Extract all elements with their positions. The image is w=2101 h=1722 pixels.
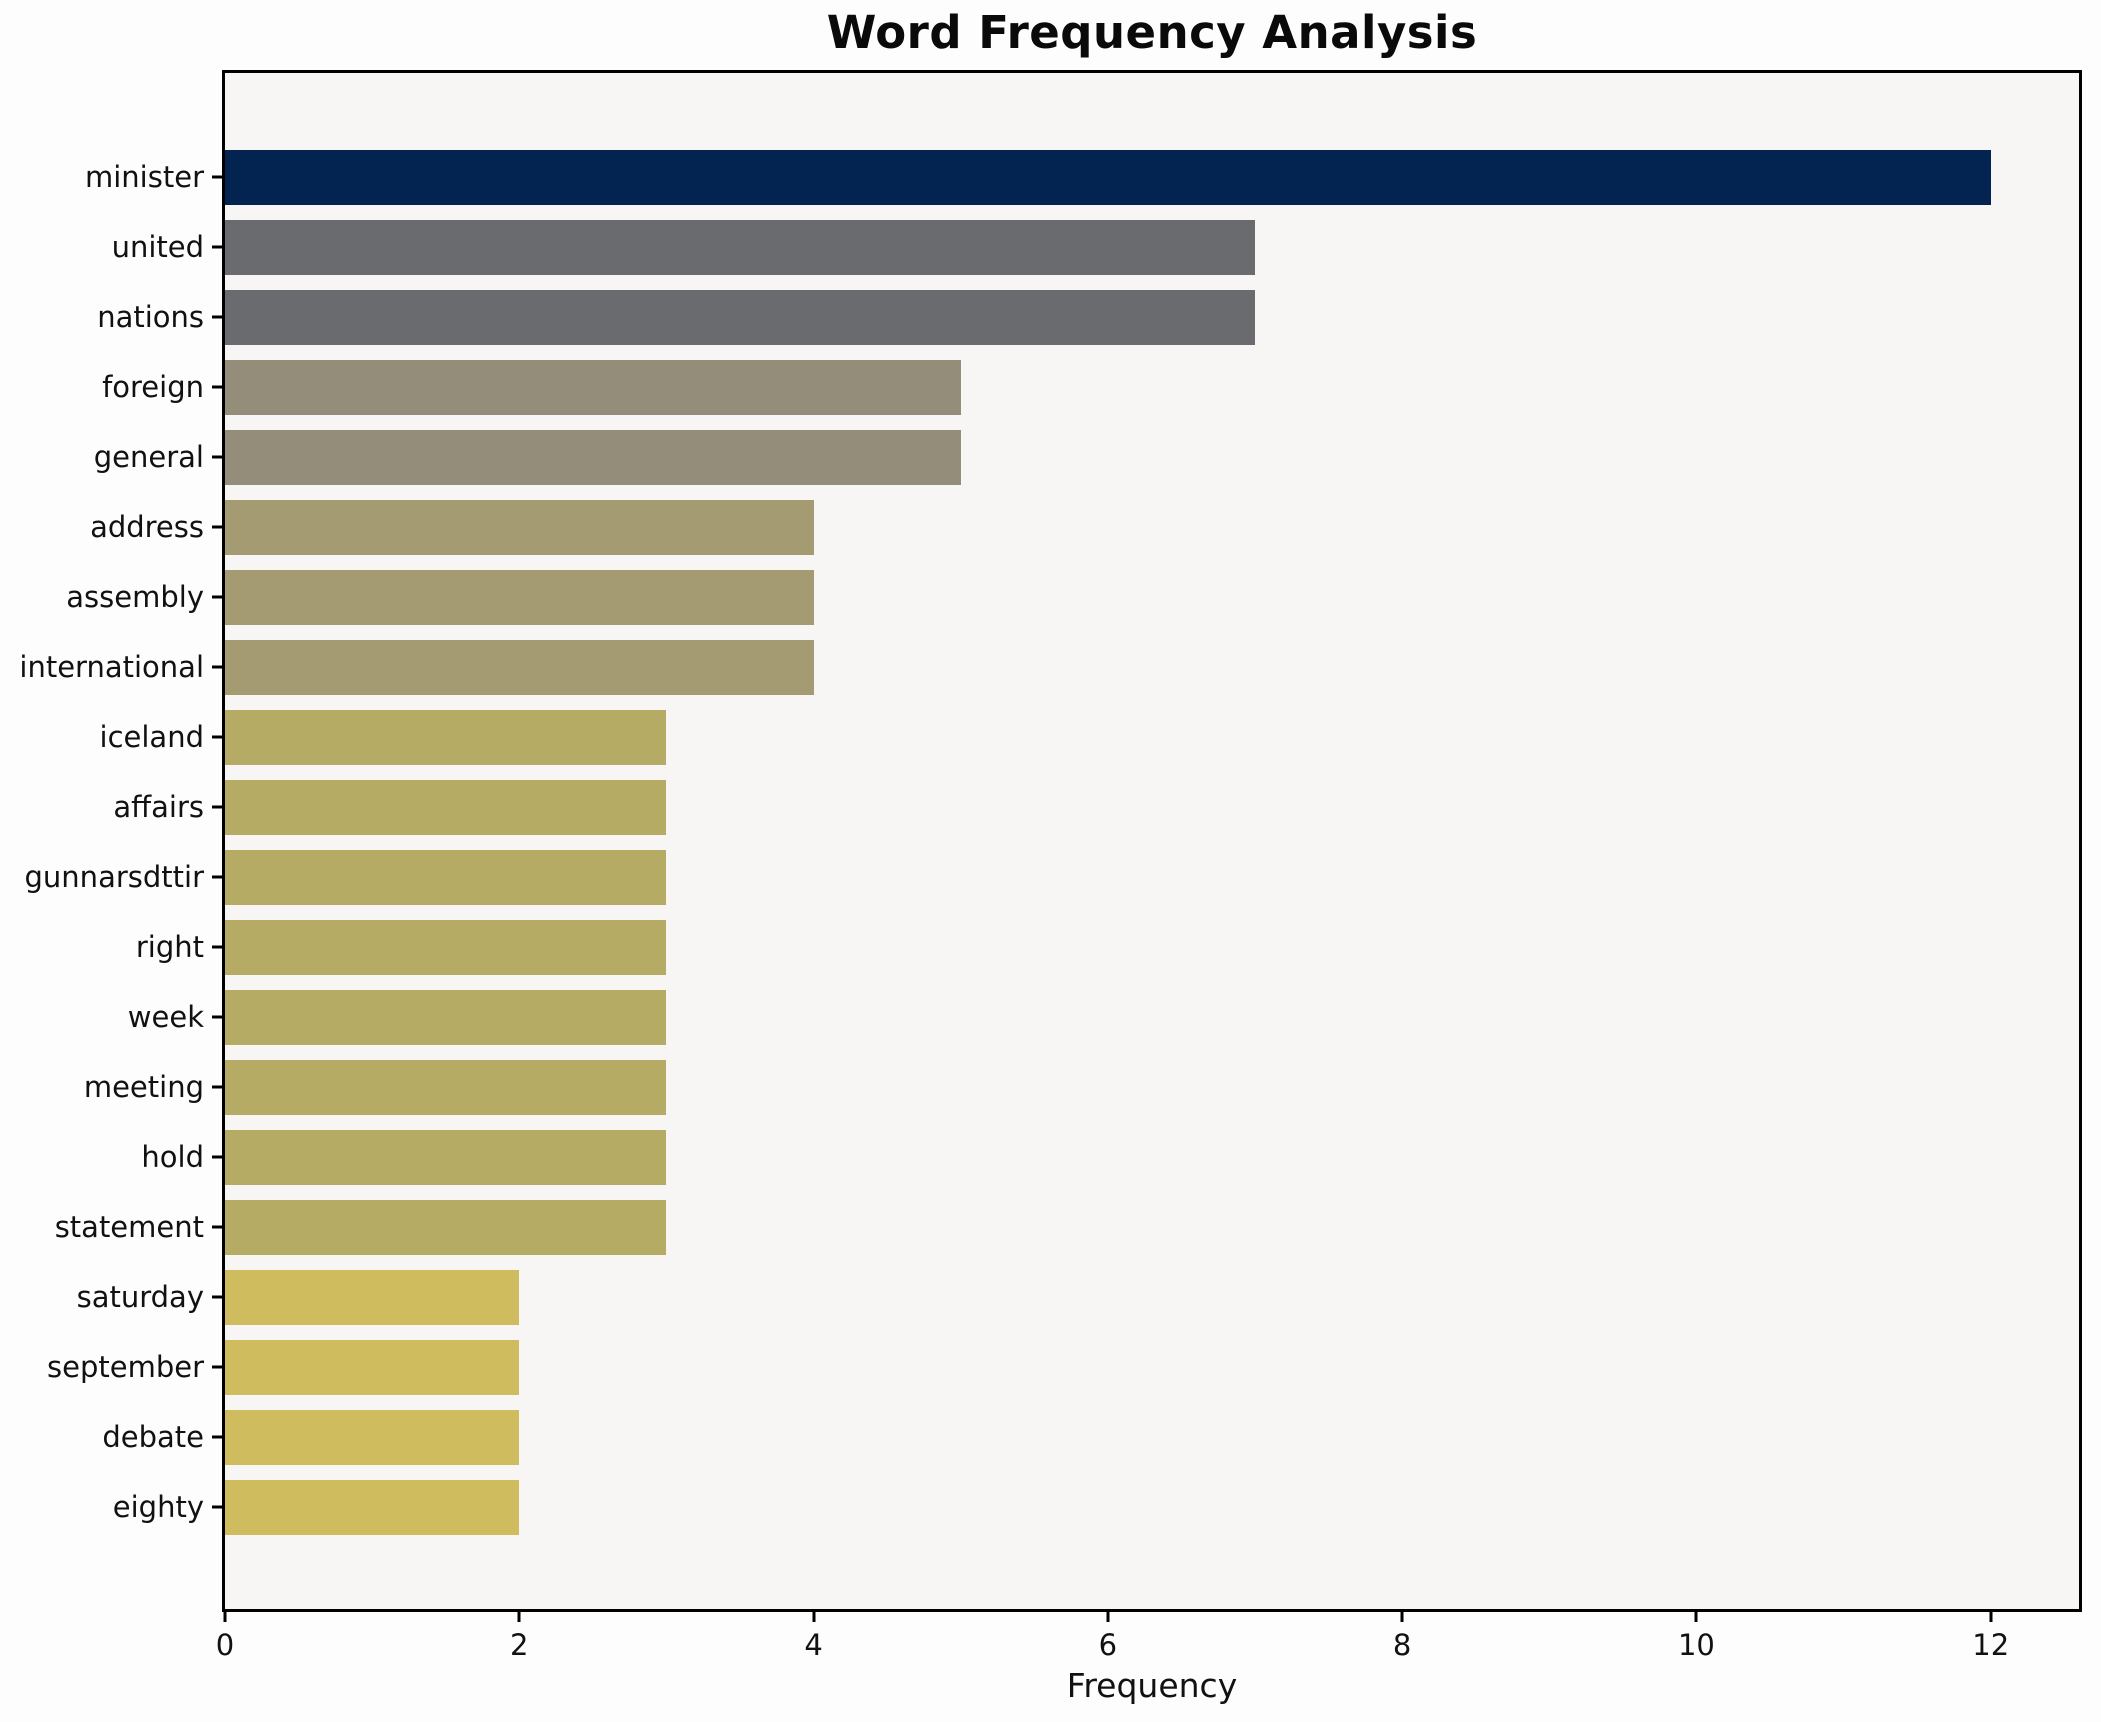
bar [225,639,814,695]
y-tick-label: general [93,440,204,474]
y-tick-mark [212,875,222,879]
bar [225,849,667,905]
y-tick-mark [212,1085,222,1089]
x-axis: Frequency 0 2 4 6 8 10 12 [216,1612,2079,1722]
y-tick-label: assembly [66,580,204,614]
y-tick-mark [212,1365,222,1369]
y-tick-label: iceland [99,720,204,754]
bar [225,709,667,765]
y-tick-mark [212,315,222,319]
bar-row: general [94,422,2079,492]
x-tick-mark [1106,1612,1110,1622]
y-tick-label: address [90,510,204,544]
y-tick-label: eighty [112,1490,204,1524]
y-tick-mark [212,385,222,389]
bar [225,1339,520,1395]
bar-row: september [47,1332,2079,1402]
bar [225,1129,667,1185]
y-tick-mark [212,1505,222,1509]
x-tick-label: 10 [1677,1628,1715,1662]
bar-row: right [136,912,2079,982]
y-tick-mark [212,1225,222,1229]
y-tick-mark [212,1015,222,1019]
x-tick-label: 12 [1972,1628,2010,1662]
plot-area: minister united nations foreign general addre… [19,70,2082,1612]
y-tick-mark [212,945,222,949]
y-tick-label: united [111,230,204,264]
y-tick-mark [212,525,222,529]
x-axis-label: Frequency [1066,1666,1238,1705]
y-tick-mark [212,1435,222,1439]
y-tick-label: international [19,650,204,684]
bar [225,1059,667,1115]
bar-row: united [112,212,2079,282]
y-tick-mark [212,805,222,809]
bar-row: international [19,632,2079,702]
y-tick-mark [212,245,222,249]
y-tick-label: meeting [83,1070,204,1104]
y-tick-label: week [127,1000,204,1034]
y-tick-label: statement [54,1210,204,1244]
chart-title: Word Frequency Analysis [826,6,1478,59]
y-tick-mark [212,735,222,739]
bar-row: week [128,982,2079,1052]
y-tick-label: affairs [113,790,204,824]
bar [225,289,1255,345]
bar-row: assembly [66,562,2079,632]
x-tick-mark [517,1612,521,1622]
y-tick-label: hold [141,1140,204,1174]
bar-row: nations [97,282,2079,352]
y-tick-mark [212,1155,222,1159]
bar [225,779,667,835]
bar [225,1479,520,1535]
y-tick-mark [212,455,222,459]
x-tick-label: 2 [510,1628,529,1662]
y-tick-label: september [47,1350,204,1384]
bar-row: statement [55,1192,2079,1262]
bar-row: saturday [77,1262,2079,1332]
bar [225,1269,520,1325]
x-tick-mark [1694,1612,1698,1622]
bar [225,569,814,625]
bar-row: hold [141,1122,2079,1192]
y-tick-mark [212,595,222,599]
bar-row: address [90,492,2079,562]
x-tick-label: 4 [804,1628,823,1662]
bar-row: gunnarsdttir [25,842,2079,912]
bar [225,989,667,1045]
y-tick-label: minister [85,160,204,194]
bar [225,1199,667,1255]
x-tick-mark [223,1612,227,1622]
bar [225,359,961,415]
bar [225,149,1991,205]
x-tick-label: 8 [1392,1628,1412,1662]
bar-row: debate [102,1402,2079,1472]
x-tick-mark [1400,1612,1404,1622]
bar-row: minister [85,142,2079,212]
x-tick-mark [1989,1612,1993,1622]
bar [225,219,1255,275]
y-tick-label: foreign [102,370,204,404]
bar-row: affairs [113,772,2079,842]
x-tick-mark [812,1612,816,1622]
y-tick-mark [212,175,222,179]
bar-row: meeting [84,1052,2079,1122]
bar-row: iceland [100,702,2079,772]
y-tick-label: gunnarsdttir [24,860,204,894]
x-tick-label: 0 [215,1628,235,1662]
y-tick-label: nations [97,300,204,334]
bar [225,429,961,485]
bar-row: foreign [102,352,2079,422]
y-tick-label: right [135,930,204,964]
x-tick-label: 6 [1098,1628,1118,1662]
y-tick-label: debate [102,1420,204,1454]
y-tick-label: saturday [76,1280,204,1314]
bar-row: eighty [113,1472,2079,1542]
bar [225,919,667,975]
bar [225,499,814,555]
y-tick-mark [212,1295,222,1299]
y-tick-mark [212,665,222,669]
bar [225,1409,520,1465]
